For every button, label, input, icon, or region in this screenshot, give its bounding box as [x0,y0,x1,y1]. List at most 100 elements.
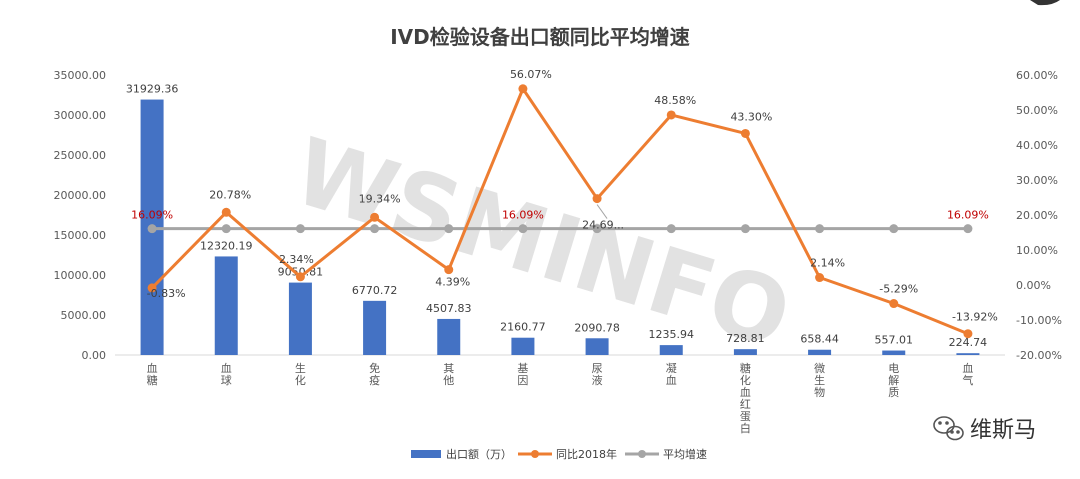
bar [214,256,238,355]
category-label: 糖化血红蛋白 [740,361,751,435]
avg-point [370,224,380,234]
legend-avg-label: 平均增速 [663,447,707,461]
y-right-tick-label: 50.00% [1016,104,1058,117]
legend-yoy-label: 同比2018年 [556,447,617,461]
category-label: 基因 [517,362,528,387]
avg-point [815,224,825,234]
yoy-value-label: 43.30% [730,110,772,123]
average-series: 16.09% 16.09% 16.09% [131,209,989,234]
bar-value-label: 12320.19 [200,239,253,252]
y-right-tick-label: 20.00% [1016,209,1058,222]
yoy-point [815,273,825,283]
logo: 维斯马 [933,416,1036,443]
avg-point [963,224,973,234]
bar-value-label: 658.44 [800,333,839,346]
chart-title: IVD检验设备出口额同比平均增速 [390,25,690,49]
category-label: 电解质 [888,362,899,399]
y-left-tick-label: 0.00 [82,349,107,362]
bar-value-label: 1235.94 [649,328,695,341]
y-right-tick-label: -10.00% [1016,314,1062,327]
yoy-point [295,272,305,282]
bar-value-label: 6770.72 [352,284,398,297]
legend-avg-marker [638,450,646,458]
y-left-tick-label: 5000.00 [61,309,107,322]
y-left-tick-label: 15000.00 [54,229,107,242]
bar-value-label: 728.81 [726,332,765,345]
y-right-tick-label: 40.00% [1016,139,1058,152]
category-label: 其他 [443,362,454,387]
yoy-point [592,194,602,204]
yoy-value-label: 2.14% [810,257,845,270]
legend-yoy-marker [531,450,539,458]
yoy-point [221,207,231,217]
yoy-value-label: 56.07% [510,68,552,81]
avg-point [889,224,899,234]
yoy-point [740,128,750,138]
yoy-value-label: 24.69... [582,219,624,232]
yoy-point [444,265,454,275]
category-label: 血球 [221,361,232,387]
category-label: 血气 [962,361,973,387]
bar [733,349,757,355]
bar [511,337,535,355]
avg-point [221,224,231,234]
bar [956,353,980,355]
bar-series: 31929.3612320.199050.816770.724507.83216… [126,83,987,355]
y-right-tick-label: 60.00% [1016,69,1058,82]
yoy-point [666,110,676,120]
avg-value-label: 16.09% [131,209,173,222]
bar-value-label: 2090.78 [574,321,620,334]
legend-bar-label: 出口额（万） [446,447,512,461]
y-left-tick-label: 25000.00 [54,149,107,162]
yoy-value-label: 20.78% [209,188,251,201]
avg-point [295,224,305,234]
yoy-value-label: 4.39% [435,276,470,289]
category-label: 血糖 [147,361,158,387]
bar [659,345,683,355]
avg-point [444,224,454,234]
bar [882,350,906,355]
y-left-tick-label: 35000.00 [54,69,107,82]
yoy-leader-line [596,204,608,219]
y-left-tick-label: 30000.00 [54,109,107,122]
yoy-series: -0.83% 20.78% 2.34% 19.34% 4.39% 56.07% 24.69.… [147,68,998,339]
yoy-point [889,299,899,309]
logo-text: 维斯马 [970,418,1036,443]
wechat-icon [933,416,964,441]
yoy-point [518,84,528,94]
y-left-tick-label: 20000.00 [54,189,107,202]
y-right-tick-label: 10.00% [1016,244,1058,257]
avg-point [147,224,157,234]
bar-value-label: 557.01 [875,334,914,347]
bar-value-label: 2160.77 [500,321,546,334]
yoy-value-label: -0.83% [147,287,186,300]
yoy-value-label: 48.58% [654,94,696,107]
yoy-line-path [151,87,969,336]
avg-value-label: 16.09% [947,209,989,222]
bar-value-label: 4507.83 [426,302,472,315]
category-labels: 血糖 血球 生化 免疫 其他 基因 尿液 凝血 糖化血红蛋白 微生物 电解质 血气 [147,361,974,435]
bar [288,282,312,355]
bar-value-label: 224.74 [949,336,988,349]
yoy-point [147,283,157,293]
bar [808,349,832,355]
bar [437,318,461,355]
bar [585,338,609,355]
yoy-value-label: 2.34% [279,253,314,266]
avg-point [740,224,750,234]
y-right-tick-label: -20.00% [1016,349,1062,362]
legend-bar-swatch [411,450,441,458]
yoy-value-label: -13.92% [952,311,998,324]
legend: 出口额（万） 同比2018年 平均增速 [411,447,707,461]
category-label: 免疫 [369,361,380,387]
y-axis-left: 0.00 5000.00 10000.00 15000.00 20000.00 25000… [54,69,107,362]
avg-point [592,224,602,234]
avg-point [518,224,528,234]
bar-value-label: 31929.36 [126,83,179,96]
category-label: 尿液 [592,362,603,387]
category-label: 生化 [295,361,306,387]
category-label: 凝血 [666,361,677,387]
yoy-point [370,212,380,222]
bar [363,300,387,355]
